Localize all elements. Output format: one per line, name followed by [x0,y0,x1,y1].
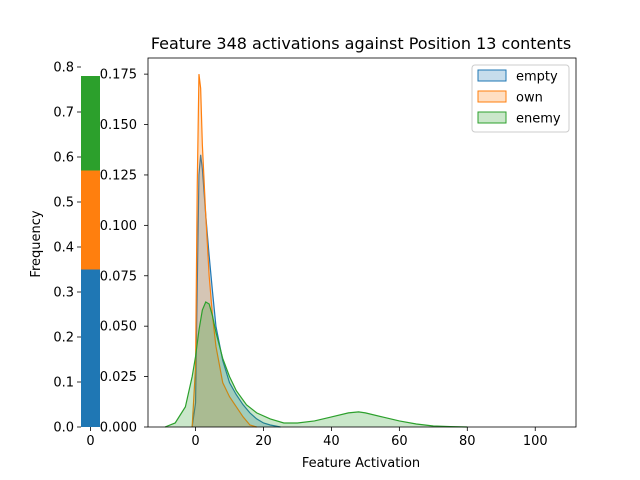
density-x-axis-label: Feature Activation [302,456,420,471]
density-areas [164,74,468,428]
density-x-tick-label: 40 [323,434,340,449]
density-x-tick-label: 60 [391,434,408,449]
density-line-own [191,74,257,428]
bar-segment-own [81,170,100,270]
density-fill-empty [192,154,281,428]
legend-frame [471,64,570,133]
legend-label-own: own [516,91,543,106]
density-y-tick-label: 0.025 [100,370,137,385]
frequency-y-tick-label: 0.3 [53,286,74,301]
bar-segment-empty [81,269,100,427]
bar-segment-enemy [81,76,100,171]
frequency-bar-panel: 0.0 0.1 0.2 0.3 0.4 0.5 0.6 0.7 0.8 0 Frequency [29,61,100,449]
density-y-tick-label: 0.000 [100,421,137,436]
density-x-ticks: 0 20 40 60 80 100 [191,427,548,449]
density-x-tick-label: 100 [523,434,548,449]
legend-swatch-enemy [477,111,507,124]
density-y-tick-label: 0.050 [100,320,137,335]
density-x-tick-label: 0 [191,434,199,449]
frequency-y-tick-label: 0.8 [53,61,74,76]
frequency-x-ticks: 0 [86,427,95,449]
density-fill-enemy [164,301,468,427]
density-y-tick-label: 0.075 [100,269,137,284]
legend-label-empty: empty [516,70,558,85]
frequency-y-tick-label: 0.5 [53,196,74,211]
legend-swatch-own [477,90,507,103]
density-plot-frame [147,57,577,428]
frequency-x-tick-label: 0 [86,434,94,449]
density-y-tick-label: 0.100 [100,219,137,234]
density-plot-panel: 0.000 0.025 0.050 0.075 0.100 0.125 0.150 0.175… [100,34,577,471]
frequency-y-tick-label: 0.7 [53,106,74,121]
density-x-tick-label: 80 [459,434,476,449]
density-line-empty [191,154,281,428]
legend-entries: empty own enemy [477,69,561,127]
density-y-tick-label: 0.125 [100,168,137,183]
density-y-tick-label: 0.175 [100,68,137,83]
frequency-y-tick-label: 0.1 [53,376,74,391]
density-y-tick-label: 0.150 [100,118,137,133]
frequency-y-tick-label: 0.2 [53,331,74,346]
frequency-y-axis-label: Frequency [29,210,44,277]
legend-label-enemy: enemy [516,112,561,127]
frequency-y-tick-label: 0.0 [53,421,74,436]
density-y-ticks: 0.000 0.025 0.050 0.075 0.100 0.125 0.150 0.175 [100,68,148,436]
density-line-enemy [164,301,468,428]
density-fill-own [192,74,257,427]
legend: empty own enemy [471,64,570,133]
frequency-bar-segments [81,76,100,427]
frequency-y-tick-label: 0.4 [53,241,74,256]
chart-title: Feature 348 activations against Position… [151,34,571,53]
legend-swatch-empty [477,69,507,82]
density-x-tick-label: 20 [255,434,272,449]
frequency-y-tick-label: 0.6 [53,151,74,166]
frequency-y-ticks: 0.0 0.1 0.2 0.3 0.4 0.5 0.6 0.7 0.8 [53,61,81,436]
